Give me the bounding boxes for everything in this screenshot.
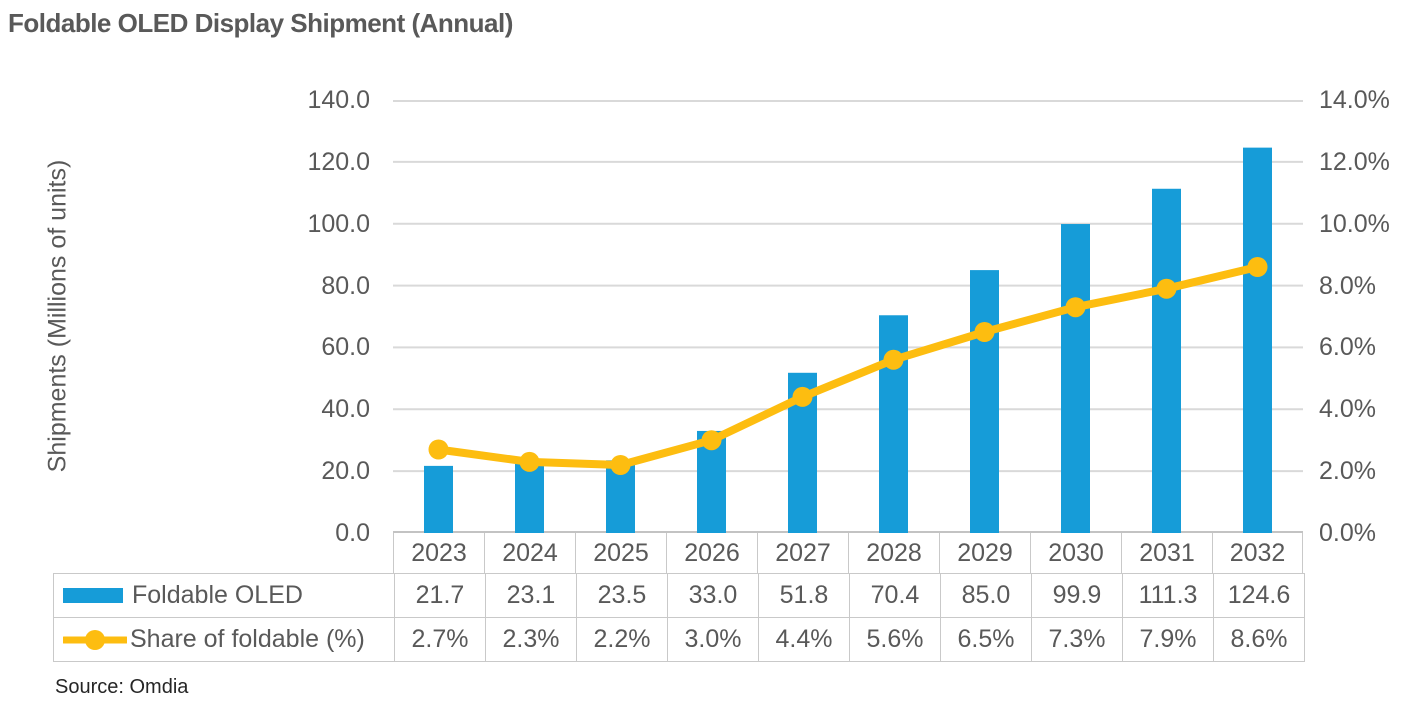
line-marker-2030	[1065, 297, 1086, 318]
series-label-foldable-oled: Foldable OLED	[132, 581, 303, 609]
left-axis-title: Shipments (Millions of units)	[43, 159, 72, 473]
legend-cell-share-of-foldable: Share of foldable (%)	[54, 618, 394, 661]
line-marker-2032	[1247, 257, 1268, 277]
line-values-row: 2.7% 2.3% 2.2% 3.0% 4.4% 5.6% 6.5% 7.3% 7.9% 8.6%	[394, 618, 1304, 661]
year-cell: 2028	[848, 533, 939, 573]
year-cell: 2026	[666, 533, 757, 573]
bar-value-cell: 85.0	[940, 574, 1031, 617]
line-legend-swatch-icon	[63, 629, 127, 651]
bar-2029	[970, 270, 999, 533]
line-marker-2024	[519, 451, 540, 472]
share-line	[434, 263, 1262, 469]
bar-2023	[424, 465, 453, 533]
bar-2032	[1243, 147, 1272, 533]
right-axis-tick: 14.0%	[1319, 86, 1390, 114]
line-marker-2031	[1156, 278, 1177, 299]
line-marker-2028	[883, 349, 904, 370]
bar-values-row: 21.7 23.1 23.5 33.0 51.8 70.4 85.0 99.9 111.3 124…	[394, 574, 1304, 617]
line-marker-2026	[701, 430, 722, 451]
share-value-cell: 2.3%	[485, 618, 576, 661]
year-cell: 2025	[575, 533, 666, 573]
line-marker-2029	[974, 322, 995, 342]
left-axis-tick: 100.0	[307, 209, 370, 238]
bar-2030	[1061, 224, 1090, 533]
legend-cell-foldable-oled: Foldable OLED	[54, 574, 394, 617]
share-value-cell: 7.9%	[1122, 618, 1213, 661]
left-axis-tick: 60.0	[321, 333, 370, 362]
bar-value-cell: 23.1	[485, 574, 576, 617]
left-axis-tick: 40.0	[321, 395, 370, 424]
bar-value-cell: 124.6	[1213, 574, 1304, 617]
bar-2031	[1152, 188, 1181, 533]
table-row-foldable-oled: Foldable OLED 21.7 23.1 23.5 33.0 51.8 70.4 85…	[54, 574, 1304, 618]
line-marker-2027	[792, 386, 813, 407]
year-cell: 2029	[939, 533, 1030, 573]
left-axis-tick: 140.0	[307, 86, 370, 114]
share-value-cell: 8.6%	[1213, 618, 1304, 661]
share-value-cell: 2.2%	[576, 618, 667, 661]
series-label-share-of-foldable: Share of foldable (%)	[130, 625, 365, 653]
year-cell: 2023	[393, 533, 484, 573]
year-cell: 2032	[1212, 533, 1303, 573]
share-value-cell: 7.3%	[1031, 618, 1122, 661]
left-axis-tick: 20.0	[321, 457, 370, 486]
year-cell: 2031	[1121, 533, 1212, 573]
line-marker-2025	[610, 455, 631, 475]
line-marker-2023	[428, 439, 449, 460]
source-note: Source: Omdia	[55, 676, 189, 698]
bar-2024	[515, 461, 544, 533]
bar-value-cell: 33.0	[667, 574, 758, 617]
share-value-cell: 6.5%	[940, 618, 1031, 661]
left-axis-tick: 80.0	[321, 271, 370, 300]
right-axis-tick: 12.0%	[1319, 147, 1390, 176]
data-table: Foldable OLED 21.7 23.1 23.5 33.0 51.8 70.4 85…	[53, 573, 1305, 662]
right-axis-tick: 4.0%	[1319, 395, 1376, 424]
year-cell: 2027	[757, 533, 848, 573]
right-axis-tick: 2.0%	[1319, 457, 1376, 486]
bar-2028	[879, 315, 908, 533]
bar-value-cell: 99.9	[1031, 574, 1122, 617]
right-axis-tick: 6.0%	[1319, 333, 1376, 362]
share-value-cell: 5.6%	[849, 618, 940, 661]
share-value-cell: 4.4%	[758, 618, 849, 661]
share-value-cell: 3.0%	[667, 618, 758, 661]
right-axis-tick: 0.0%	[1319, 519, 1376, 547]
category-header-row: 2023 2024 2025 2026 2027 2028 2029 2030 2031 2032	[393, 533, 1303, 573]
bar-value-cell: 23.5	[576, 574, 667, 617]
left-axis-tick: 0.0	[335, 519, 370, 547]
bar-value-cell: 51.8	[758, 574, 849, 617]
bar-value-cell: 70.4	[849, 574, 940, 617]
table-row-share-of-foldable: Share of foldable (%) 2.7% 2.3% 2.2% 3.0% 4.…	[54, 618, 1304, 661]
left-axis-tick: 120.0	[307, 147, 370, 176]
chart-title: Foldable OLED Display Shipment (Annual)	[8, 8, 513, 38]
bar-value-cell: 21.7	[394, 574, 485, 617]
right-axis-tick: 8.0%	[1319, 271, 1376, 300]
year-cell: 2030	[1030, 533, 1121, 573]
share-value-cell: 2.7%	[394, 618, 485, 661]
bar-value-cell: 111.3	[1122, 574, 1213, 617]
plot-area	[393, 100, 1303, 533]
right-axis-tick: 10.0%	[1319, 209, 1390, 238]
bar-legend-swatch-icon	[63, 588, 123, 603]
year-cell: 2024	[484, 533, 575, 573]
